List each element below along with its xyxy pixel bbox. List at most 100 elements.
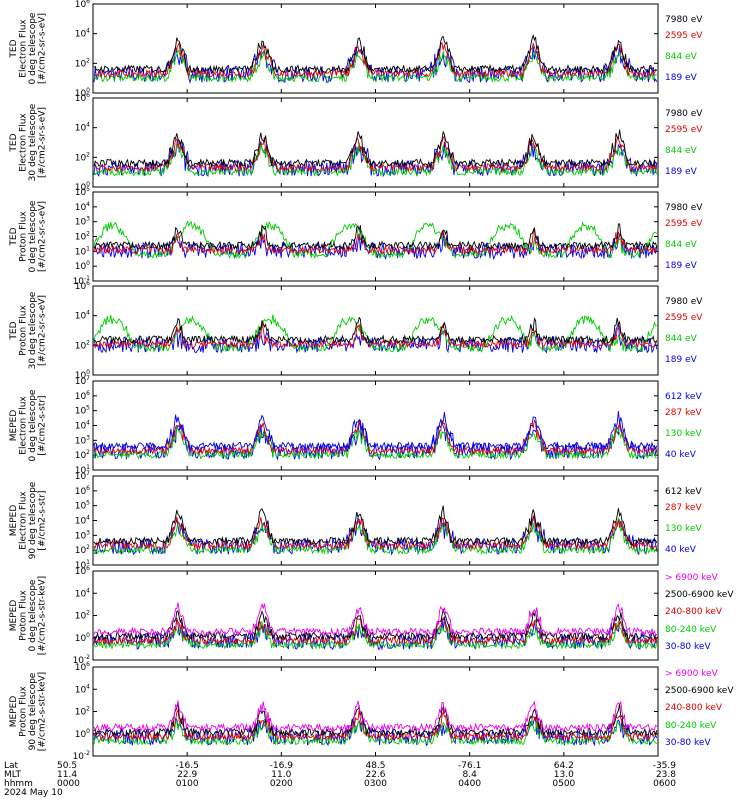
y-tick-label: 106 bbox=[75, 565, 90, 577]
y-tick-label: 103 bbox=[75, 216, 90, 228]
panels-layer: 100 102 104 106 TED Electron Flux 0 deg telesc… bbox=[9, 0, 735, 762]
channel-label: 30-80 keV bbox=[665, 738, 711, 748]
flux-trace-2595-ev bbox=[93, 41, 657, 79]
y-tick-label: 104 bbox=[75, 587, 90, 599]
flux-trace--6900-kev bbox=[93, 602, 658, 637]
channel-label: 240-800 keV bbox=[665, 703, 723, 713]
y-tick-label: 102 bbox=[75, 339, 90, 351]
channel-label: 7980 eV bbox=[665, 203, 703, 213]
mlt-row-label: MLT bbox=[4, 770, 22, 780]
mlt-tick-label: 11.0 bbox=[271, 770, 291, 780]
channel-label: 80-240 keV bbox=[665, 625, 717, 635]
y-tick-label: 104 bbox=[75, 683, 90, 695]
channel-label: > 6900 keV bbox=[665, 669, 719, 679]
channel-label: 2500-6900 keV bbox=[665, 686, 734, 696]
channel-label: 287 keV bbox=[665, 408, 702, 418]
y-tick-label: 102 bbox=[75, 231, 90, 243]
channel-label: 40 keV bbox=[665, 545, 697, 555]
y-tick-label: 101 bbox=[75, 464, 90, 476]
y-axis-label-line: MEPED bbox=[9, 410, 19, 442]
y-axis-label-line: 90 deg telescope bbox=[28, 481, 38, 559]
channel-label: 80-240 keV bbox=[665, 721, 717, 731]
y-axis-label-line: [#/cm2-s-str] bbox=[37, 490, 47, 550]
y-tick-label: 102 bbox=[75, 610, 90, 622]
y-tick-label: 102 bbox=[75, 449, 90, 461]
channel-label: 30-80 keV bbox=[665, 642, 711, 652]
panel-1: 100 102 104 106 TED Electron Flux 0 deg telesc… bbox=[9, 0, 704, 99]
mlt-tick-label: 13.0 bbox=[554, 770, 574, 780]
y-axis-label-line: Electron Flux bbox=[18, 396, 28, 455]
channel-label: 612 keV bbox=[665, 392, 702, 402]
panel-2: 100 102 104 106 TED Electron Flux 30 deg teles… bbox=[9, 92, 704, 193]
flux-trace-612-kev bbox=[93, 411, 658, 452]
y-axis-label-line: [#/cm2-sr-s-eV] bbox=[37, 201, 47, 272]
hhmm-tick-label: 0600 bbox=[653, 779, 676, 789]
y-tick-label: 106 bbox=[75, 485, 90, 497]
y-axis-label-line: 0 deg telescope bbox=[28, 12, 38, 84]
y-axis-label-line: [#/cm2-sr-s-eV] bbox=[37, 107, 47, 178]
y-tick-label: 101 bbox=[75, 245, 90, 257]
y-tick-label: 100 bbox=[75, 728, 90, 740]
y-tick-label: 107 bbox=[75, 375, 90, 387]
hhmm-row-label: hhmm bbox=[4, 779, 33, 789]
y-tick-label: 104 bbox=[75, 310, 90, 322]
y-axis-label-line: 30 deg telescope bbox=[28, 291, 38, 369]
y-axis-label-line: TED bbox=[9, 133, 19, 152]
flux-trace-2500-6900-kev bbox=[93, 702, 658, 738]
flux-trace-844-ev bbox=[93, 220, 658, 260]
y-tick-label: 102 bbox=[75, 544, 90, 556]
y-tick-label: 105 bbox=[75, 405, 90, 417]
y-tick-label: 102 bbox=[75, 706, 90, 718]
y-axis-label-line: MEPED bbox=[9, 600, 19, 632]
y-axis-label-line: Electron Flux bbox=[18, 491, 28, 550]
channel-label: 2595 eV bbox=[665, 219, 703, 229]
channel-label: 189 eV bbox=[665, 73, 698, 83]
y-tick-label: 100 bbox=[75, 260, 90, 272]
lat-tick-label: 64.2 bbox=[554, 761, 574, 771]
channel-label: 2595 eV bbox=[665, 313, 703, 323]
y-tick-label: 104 bbox=[75, 122, 90, 134]
y-tick-label: 100 bbox=[75, 181, 90, 193]
lat-tick-label: 50.5 bbox=[57, 761, 77, 771]
y-tick-label: 106 bbox=[75, 280, 90, 292]
channel-label: 7980 eV bbox=[665, 15, 703, 25]
y-axis-label-line: 0 deg telescope bbox=[28, 579, 38, 651]
y-axis-label-line: TED bbox=[9, 39, 19, 58]
channel-label: 844 eV bbox=[665, 52, 698, 62]
y-tick-label: 10-1 bbox=[73, 275, 91, 287]
y-tick-label: 101 bbox=[75, 559, 90, 571]
hhmm-tick-label: 0200 bbox=[270, 779, 293, 789]
flux-trace-7980-ev bbox=[93, 33, 658, 75]
y-axis-label-line: MEPED bbox=[9, 696, 19, 728]
flux-trace-612-kev bbox=[93, 505, 658, 547]
y-axis-label-line: [#/cm2-s-str-keV] bbox=[37, 672, 47, 751]
mlt-tick-label: 11.4 bbox=[57, 770, 77, 780]
y-tick-label: 102 bbox=[75, 57, 90, 69]
y-tick-label: 107 bbox=[75, 470, 90, 482]
flux-trace-287-kev bbox=[93, 513, 658, 551]
flux-trace-7980-ev bbox=[93, 223, 658, 251]
mlt-tick-label: 22.6 bbox=[365, 770, 385, 780]
mlt-tick-label: 22.9 bbox=[177, 770, 197, 780]
flux-trace-130-kev bbox=[93, 516, 658, 556]
flux-trace-7980-ev bbox=[93, 129, 657, 169]
y-tick-label: 103 bbox=[75, 529, 90, 541]
channel-label: 130 keV bbox=[665, 429, 702, 439]
y-axis-label-line: Proton Flux bbox=[18, 305, 28, 356]
flux-trace-287-kev bbox=[93, 419, 658, 456]
lat-tick-label: -35.9 bbox=[653, 761, 677, 771]
date-label: 2024 May 10 bbox=[4, 788, 63, 798]
y-axis-label-line: 0 deg telescope bbox=[28, 200, 38, 272]
lat-row-label: Lat bbox=[4, 761, 19, 771]
channel-label: 189 eV bbox=[665, 355, 698, 365]
y-tick-label: 105 bbox=[75, 186, 90, 198]
channel-label: 7980 eV bbox=[665, 109, 703, 119]
y-axis-label-line: [#/cm2-s-str] bbox=[37, 395, 47, 455]
y-axis-label-line: Proton Flux bbox=[18, 686, 28, 737]
channel-label: 130 keV bbox=[665, 524, 702, 534]
y-axis-label-line: MEPED bbox=[9, 505, 19, 537]
channel-label: 844 eV bbox=[665, 146, 698, 156]
y-tick-label: 106 bbox=[75, 390, 90, 402]
panel-3: 10-1 100 101 102 103 104 105 TED Proton Flux 0 de… bbox=[9, 186, 704, 287]
